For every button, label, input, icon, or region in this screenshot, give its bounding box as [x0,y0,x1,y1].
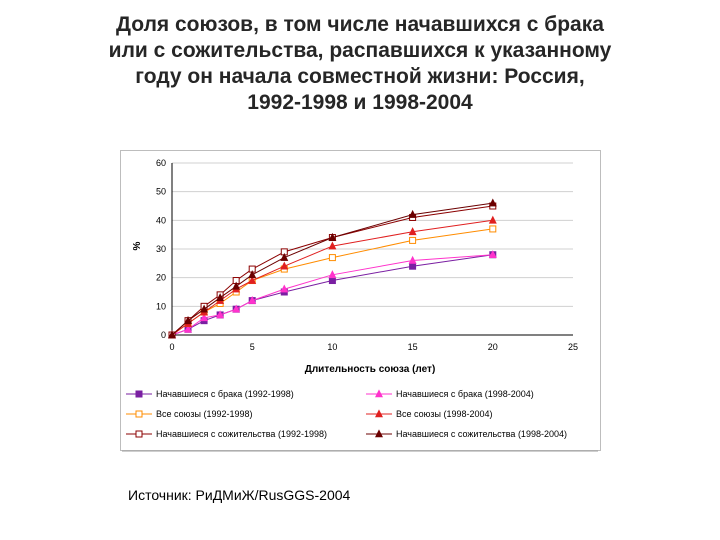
series-line [171,254,493,336]
y-tick-label: 0 [161,330,166,340]
y-axis-label: % [132,241,143,250]
legend-item: Начавшиеся с брака (1992-1998) [126,389,294,399]
x-tick-label: 10 [327,342,337,352]
legend-label: Начавшиеся с брака (1998-2004) [396,389,534,399]
legend-marker [375,429,383,438]
x-tick-label: 5 [250,342,255,352]
title-line-4: 1992-1998 и 1998-2004 [247,91,473,114]
source-note: Источник: РиДМиЖ/RusGGS-2004 [128,487,351,503]
data-point [328,241,337,250]
x-tick-label: 25 [568,342,578,352]
data-point [409,236,417,244]
y-tick-label: 50 [156,187,166,197]
data-point [184,324,193,333]
data-point [328,277,336,285]
data-point [408,227,417,236]
slide-title: Доля союзов, в том числе начавшихся с бр… [30,12,690,116]
y-tick-label: 20 [156,273,166,283]
data-point [280,261,289,270]
tick-labels: 0 10 20 30 40 50 60 0 5 10 15 20 25 [156,158,578,352]
legend: Начавшиеся с брака (1992-1998) Начавшиеся… [126,389,567,439]
data-point [184,315,193,324]
series-lines [168,198,497,339]
data-point [232,281,241,290]
y-tick-label: 60 [156,158,166,168]
legend-marker [375,389,383,398]
y-tick-label: 10 [156,301,166,311]
data-point [200,313,209,322]
data-point [488,250,497,259]
data-point [489,225,497,233]
data-point [248,295,257,304]
x-tick-label: 0 [169,342,174,352]
data-point [328,254,336,262]
data-point [280,284,289,293]
data-point [216,310,225,319]
legend-marker [135,410,143,418]
series-line [171,219,493,336]
data-point [232,304,241,313]
data-point [168,330,176,339]
data-point [409,262,417,270]
legend-item: Начавшиеся с сожительства (1998-2004) [366,429,567,439]
data-point [408,255,417,264]
data-point [328,232,337,241]
title-line-2: или с сожительства, распавшихся к указан… [108,39,612,62]
title-line-1: Доля союзов, в том числе начавшихся с бр… [116,13,604,36]
legend-item: Все союзы (1998-2004) [366,409,493,419]
legend-marker [135,430,143,438]
legend-marker [375,409,383,418]
data-point [328,270,337,279]
legend-label: Начавшиеся с сожительства (1992-1998) [156,429,327,439]
series-line [171,205,493,336]
legend-item: Начавшиеся с сожительства (1992-1998) [126,429,327,439]
axes [171,163,573,336]
series-line [171,202,493,336]
data-point [408,209,417,218]
data-point [248,275,257,284]
x-axis-label: Длительность союза (лет) [305,364,436,375]
gridlines [172,162,573,307]
data-point [280,252,289,261]
legend-item: Начавшиеся с брака (1998-2004) [366,389,534,399]
y-tick-label: 30 [156,244,166,254]
legend-label: Все союзы (1992-1998) [156,409,253,419]
data-point [248,270,257,279]
legend-marker [135,390,143,398]
data-point [216,293,225,302]
legend-label: Начавшиеся с брака (1992-1998) [156,389,294,399]
legend-label: Начавшиеся с сожительства (1998-2004) [396,429,567,439]
legend-item: Все союзы (1992-1998) [126,409,253,419]
data-point [488,215,497,224]
legend-label: Все союзы (1998-2004) [396,409,493,419]
data-point [200,304,209,313]
x-tick-label: 20 [488,342,498,352]
line-chart: 0 10 20 30 40 50 60 0 5 10 15 20 25 Длительность сою… [120,150,601,452]
title-line-3: году он начала совместной жизни: Россия, [135,65,585,88]
data-point [488,198,497,207]
x-tick-label: 15 [408,342,418,352]
chart-border [120,150,601,451]
y-tick-label: 40 [156,215,166,225]
